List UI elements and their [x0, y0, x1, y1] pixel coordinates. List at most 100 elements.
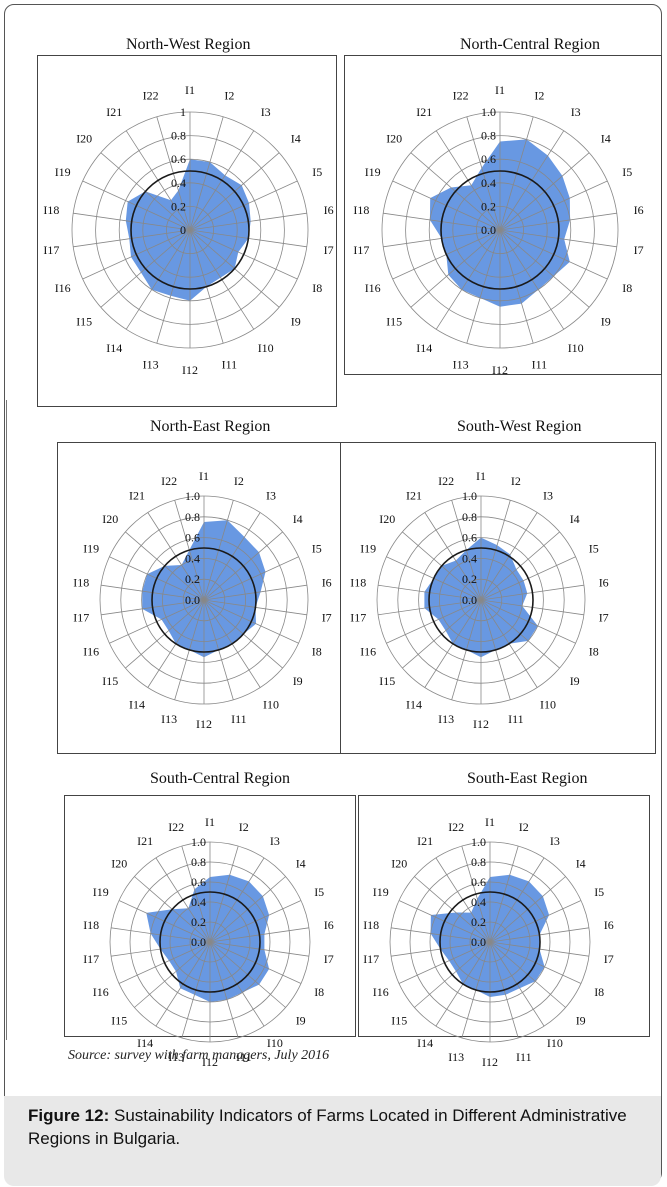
axis-label: I6: [634, 203, 644, 217]
axis-label: I4: [601, 131, 611, 145]
tick-label: 1.0: [471, 835, 486, 849]
axis-label: I20: [391, 856, 407, 870]
axis-label: I16: [360, 645, 376, 659]
reference-ring: [439, 891, 541, 993]
tick-label: 0.4: [191, 895, 206, 909]
axis-label: I18: [350, 575, 366, 589]
axis-label: I13: [161, 712, 177, 726]
axis-label: I14: [406, 697, 422, 711]
axis-label: I9: [576, 1014, 586, 1028]
axis-label: I13: [143, 357, 159, 371]
axis-label: I6: [324, 918, 334, 932]
chart-title-south-central: South-Central Region: [150, 770, 290, 787]
axis-label: I2: [519, 820, 529, 834]
axis-label: I10: [568, 341, 584, 355]
axis-label: I4: [576, 856, 586, 870]
reference-ring: [440, 170, 560, 290]
axis-label: I1: [185, 83, 195, 97]
axis-label: I3: [543, 489, 553, 503]
tick-label: 0.0: [185, 593, 200, 607]
axis-label: I8: [622, 281, 632, 295]
axis-label: I8: [312, 645, 322, 659]
reference-ring: [151, 547, 257, 653]
axis-label: I12: [482, 1055, 498, 1069]
axis-label: I3: [261, 105, 271, 119]
axis-label: I7: [634, 243, 644, 257]
axis-label: I21: [129, 489, 145, 503]
axis-label: I19: [373, 885, 389, 899]
axis-label: I7: [599, 611, 609, 625]
axis-label: I20: [379, 512, 395, 526]
axis-label: I12: [196, 717, 212, 731]
axis-label: I16: [373, 985, 389, 999]
axis-label: I15: [102, 674, 118, 688]
axis-label: I20: [102, 512, 118, 526]
tick-label: 1.0: [462, 489, 477, 503]
tick-label: 0.2: [462, 572, 477, 586]
axis-label: I12: [182, 363, 198, 377]
axis-label: I2: [234, 474, 244, 488]
axis-label: I10: [263, 697, 279, 711]
axis-label: I15: [76, 315, 92, 329]
axis-label: I22: [143, 89, 159, 103]
axis-label: I2: [534, 89, 544, 103]
tick-label: 0.6: [171, 152, 186, 166]
axis-label: I3: [270, 834, 280, 848]
axis-label: I17: [73, 611, 89, 625]
axis-label: I21: [417, 834, 433, 848]
axis-label: I5: [594, 885, 604, 899]
axis-label: I9: [570, 674, 580, 688]
axis-label: I4: [296, 856, 306, 870]
axis-label: I13: [453, 357, 469, 371]
axis-label: I11: [516, 1050, 532, 1064]
axis-label: I7: [324, 952, 334, 966]
axis-label: I5: [312, 165, 322, 179]
axis-label: I15: [391, 1014, 407, 1028]
axis-label: I14: [417, 1036, 433, 1050]
axis-label: I1: [485, 815, 495, 829]
axis-label: I16: [365, 281, 381, 295]
axis-label: I1: [476, 469, 486, 483]
axis-label: I11: [222, 357, 238, 371]
axis-label: I9: [291, 315, 301, 329]
axis-label: I19: [93, 885, 109, 899]
axis-label: I7: [322, 611, 332, 625]
axis-label: I1: [199, 469, 209, 483]
chart-title-south-west: South-West Region: [457, 418, 582, 435]
tick-label: 0.4: [481, 176, 496, 190]
tick-label: 0.6: [191, 875, 206, 889]
axis-label: I16: [93, 985, 109, 999]
caption-label: Figure 12:: [28, 1106, 110, 1125]
tick-label: 0.8: [191, 855, 206, 869]
axis-label: I8: [314, 985, 324, 999]
reference-ring: [159, 891, 261, 993]
tick-label: 0.6: [481, 152, 496, 166]
axis-label: I9: [296, 1014, 306, 1028]
figure-caption: Figure 12: Sustainability Indicators of …: [28, 1104, 648, 1150]
axis-label: I17: [363, 952, 379, 966]
tick-label: 0.8: [171, 129, 186, 143]
axis-label: I18: [43, 203, 59, 217]
tick-label: 0.0: [481, 223, 496, 237]
axis-label: I22: [168, 820, 184, 834]
axis-label: I3: [550, 834, 560, 848]
axis-label: I3: [266, 489, 276, 503]
axis-label: I20: [386, 131, 402, 145]
axis-label: I9: [293, 674, 303, 688]
axis-label: I22: [438, 474, 454, 488]
tick-label: 0.6: [462, 531, 477, 545]
tick-label: 0.2: [191, 915, 206, 929]
tick-label: 0.4: [171, 176, 186, 190]
axis-label: I6: [324, 203, 334, 217]
chart-title-south-east: South-East Region: [467, 770, 588, 787]
tick-label: 0.8: [185, 510, 200, 524]
axis-label: I6: [322, 575, 332, 589]
axis-label: I5: [622, 165, 632, 179]
chart-title-north-central: North-Central Region: [460, 36, 600, 53]
tick-label: 1.0: [191, 835, 206, 849]
axis-label: I1: [495, 83, 505, 97]
axis-label: I8: [594, 985, 604, 999]
axis-label: I9: [601, 315, 611, 329]
